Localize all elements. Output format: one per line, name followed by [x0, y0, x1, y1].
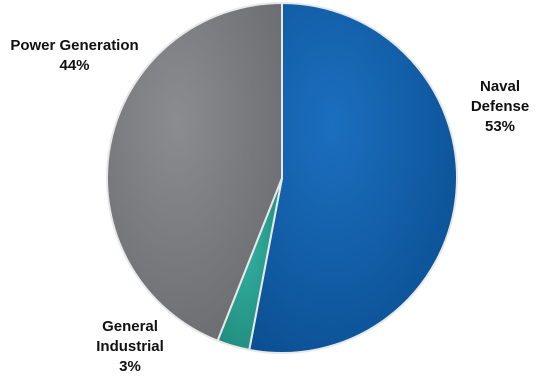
- slice-naval-defense: [248, 1, 459, 354]
- slice-label-line: Industrial: [96, 338, 164, 355]
- slice-label-line: Defense: [470, 98, 530, 115]
- slice-label-line: General: [102, 318, 158, 335]
- slice-label-naval-defense: Naval Defense 53%: [455, 77, 544, 137]
- slices-group: [105, 1, 459, 354]
- slice-label-power-generation: Power Generation 44%: [2, 36, 147, 76]
- slice-value-label: 44%: [59, 57, 90, 74]
- slice-power-generation: [105, 1, 283, 343]
- slice-label-line: Power Generation: [10, 37, 139, 54]
- slice-value-label: 53%: [484, 118, 516, 135]
- slice-value-label: 3%: [119, 358, 141, 375]
- slice-label-general-industrial: General Industrial 3%: [75, 317, 185, 377]
- slice-label-line: Naval: [479, 78, 521, 95]
